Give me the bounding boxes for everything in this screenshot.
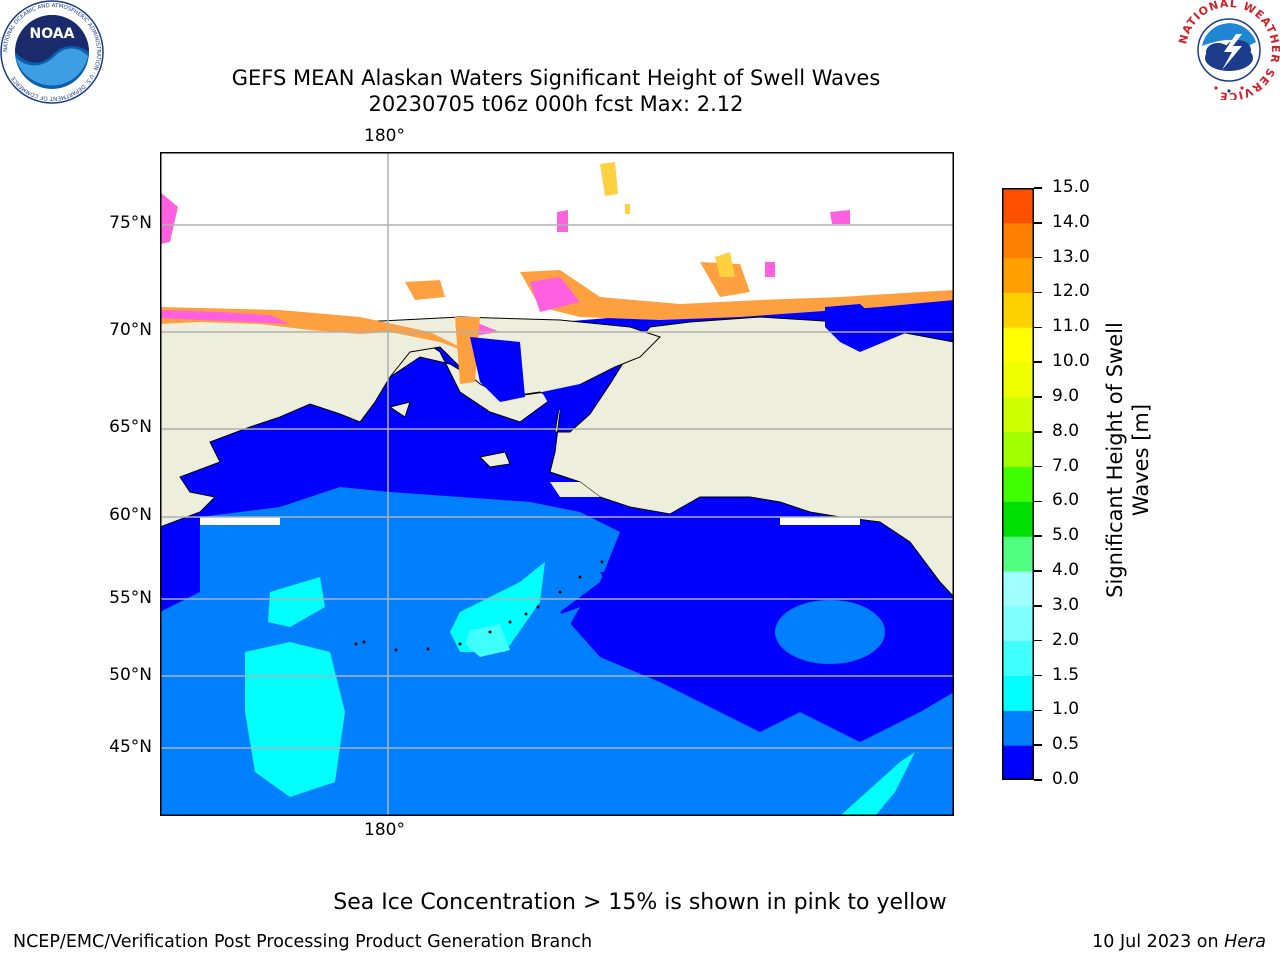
colorbar-tick-label: 15.0 xyxy=(1052,177,1090,197)
colorbar-band xyxy=(1002,222,1034,259)
colorbar-tick-mark xyxy=(1034,570,1042,572)
colorbar-tick-label: 0.5 xyxy=(1052,734,1080,755)
arctic-no-data xyxy=(160,152,954,322)
colorbar-tick-label: 11.0 xyxy=(1052,316,1090,337)
sea-ice-note: Sea Ice Concentration > 15% is shown in … xyxy=(333,890,947,915)
colorbar-tick-mark xyxy=(1034,535,1042,537)
lon-tick-top: 180° xyxy=(364,126,405,146)
colorbar-band xyxy=(1002,188,1034,224)
colorbar-tick-mark xyxy=(1034,361,1042,363)
colorbar-tick-mark xyxy=(1034,465,1042,468)
colorbar xyxy=(1002,188,1034,781)
colorbar-tick-label: 10.0 xyxy=(1052,351,1090,372)
colorbar-tick-label: 12.0 xyxy=(1052,281,1090,302)
colorbar-tick-mark xyxy=(1034,431,1042,433)
colorbar-tick-mark xyxy=(1034,500,1042,503)
lat-tick-60: 60°N xyxy=(109,505,152,525)
graticule xyxy=(160,152,954,816)
colorbar-tick-label: 9.0 xyxy=(1052,385,1080,406)
colorbar-tick-label: 2.0 xyxy=(1052,629,1080,650)
colorbar-tick-mark xyxy=(1034,674,1042,677)
colorbar-tick-mark xyxy=(1034,605,1042,607)
map-title: GEFS MEAN Alaskan Waters Significant Hei… xyxy=(231,66,881,90)
lon-tick-bottom: 180° xyxy=(364,820,405,840)
colorbar-band xyxy=(1002,571,1034,607)
swell-zone-1p5 xyxy=(465,624,510,657)
colorbar-tick-mark xyxy=(1034,639,1042,642)
colorbar-band xyxy=(1002,257,1034,293)
map-subtitle: 20230705 t06z 000h fcst Max: 2.12 xyxy=(368,92,744,116)
colorbar-band xyxy=(1002,640,1034,677)
lat-tick-70: 70°N xyxy=(109,320,152,340)
colorbar-tick-label: 3.0 xyxy=(1052,594,1080,615)
colorbar-tick-label: 13.0 xyxy=(1052,246,1090,267)
colorbar-band xyxy=(1002,675,1034,711)
colorbar-tick-label: 1.5 xyxy=(1052,664,1080,685)
colorbar-tick-mark xyxy=(1034,744,1042,746)
svg-text:NOAA: NOAA xyxy=(30,26,75,42)
colorbar-band xyxy=(1002,466,1034,502)
lat-tick-50: 50°N xyxy=(109,665,152,685)
colorbar-tick-label: 1.0 xyxy=(1052,699,1080,720)
colorbar-tick-mark xyxy=(1034,779,1042,781)
colorbar-band xyxy=(1002,431,1034,468)
colorbar-tick-label: 7.0 xyxy=(1052,455,1080,476)
colorbar-tick-label: 0.0 xyxy=(1052,769,1080,789)
noaa-logo: NATIONAL OCEANIC AND ATMOSPHERIC ADMINIS… xyxy=(0,0,104,104)
colorbar-tick-label: 6.0 xyxy=(1052,490,1080,511)
colorbar-tick-mark xyxy=(1034,291,1042,294)
colorbar-tick-mark xyxy=(1034,709,1042,712)
footer-right: 10 Jul 2023 on Hera xyxy=(1092,932,1266,952)
swell-height-map xyxy=(159,152,955,816)
footer-machine: Hera xyxy=(1224,932,1266,952)
colorbar-band xyxy=(1002,327,1034,363)
map-panel xyxy=(159,152,955,816)
colorbar-band xyxy=(1002,396,1034,433)
lat-tick-65: 65°N xyxy=(109,417,152,437)
colorbar-tick-mark xyxy=(1034,187,1042,189)
colorbar-tick-mark xyxy=(1034,396,1042,398)
colorbar-tick-mark xyxy=(1034,326,1042,329)
colorbar-band xyxy=(1002,362,1034,398)
colorbar-band xyxy=(1002,605,1034,642)
colorbar-tick-label: 14.0 xyxy=(1052,211,1090,232)
colorbar-tick-mark xyxy=(1034,222,1042,224)
footer-date: 10 Jul 2023 on xyxy=(1092,932,1225,952)
nws-logo: NATIONAL WEATHER SERVICE xyxy=(1176,0,1280,103)
footer-left: NCEP/EMC/Verification Post Processing Pr… xyxy=(13,932,593,952)
aleutian-islands xyxy=(354,560,604,652)
st-lawrence-island xyxy=(478,451,511,468)
colorbar-band xyxy=(1002,536,1034,572)
swell-zone-1p0 xyxy=(245,642,345,797)
colorbar-tick-label: 4.0 xyxy=(1052,560,1080,581)
lat-tick-75: 75°N xyxy=(109,213,152,233)
colorbar-band xyxy=(1002,745,1034,781)
colorbar-label: Significant Height of Swell Waves [m] xyxy=(1103,322,1153,598)
colorbar-band xyxy=(1002,501,1034,537)
colorbar-tick-label: 8.0 xyxy=(1052,420,1080,441)
colorbar-tick-label: 5.0 xyxy=(1052,525,1080,546)
colorbar-band xyxy=(1002,292,1034,328)
colorbar-tick-mark xyxy=(1034,256,1042,259)
colorbar-band xyxy=(1002,710,1034,746)
lat-tick-55: 55°N xyxy=(109,588,152,608)
lat-tick-45: 45°N xyxy=(109,737,152,757)
